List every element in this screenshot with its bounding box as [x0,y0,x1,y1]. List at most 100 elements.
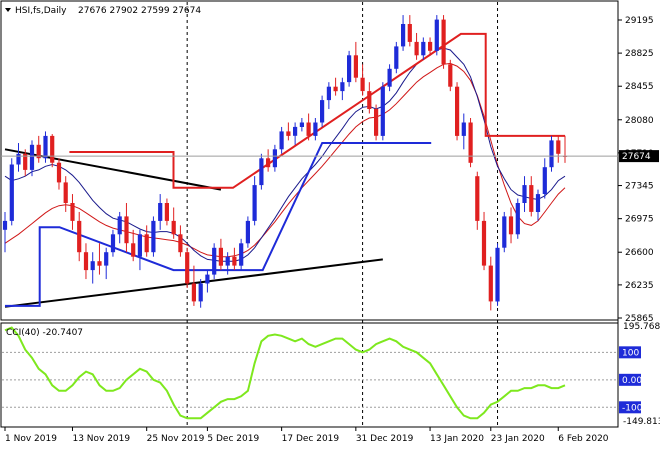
candle-body [475,176,480,221]
candle-body [218,247,223,266]
candle-body [2,220,8,230]
candle-body [306,122,311,136]
cci-panel[interactable] [0,322,619,428]
candle-body [320,100,325,123]
candle-body [428,41,433,51]
price-axis-ticks: 2919528825284552808027710273452697526600… [618,16,654,324]
cci-level-badge [619,401,641,414]
price-tick-label: 26975 [625,215,654,225]
price-tick-label: 25865 [625,314,654,324]
candle-body [259,158,264,186]
candle-body [461,122,466,136]
candle-body [481,220,487,266]
candle-body [137,234,142,257]
candle-body [131,243,136,257]
candle-body [198,283,203,302]
cci-line [4,326,566,420]
candle-body [502,216,507,248]
candle-body [508,216,514,235]
candle-body [542,167,547,194]
candle-body [151,220,156,253]
cci-level-badge [619,373,641,386]
collapse-triangle-icon[interactable] [5,8,11,12]
cci-label: CCI(40) -20.7407 [6,328,83,338]
fast-moving-average-line [4,47,566,262]
candle-body [205,274,210,284]
price-tick-label: 28080 [625,116,654,126]
session-separators [186,2,499,426]
candle-body [488,265,493,302]
candle-body [63,182,68,203]
price-tick-label: 26600 [625,248,654,258]
candle-body [29,144,35,170]
cci-tick-label: 100 [622,348,639,358]
date-tick-label: 13 Nov 2019 [72,434,130,444]
candle-body [535,194,541,212]
date-tick-label: 23 Jan 2020 [491,434,545,444]
candle-body [36,144,41,159]
candle-body [434,19,439,51]
candle-body [529,185,534,212]
price-tick-label: 28455 [625,82,654,92]
candle-body [272,149,277,168]
candle-body [56,162,62,183]
candle-body [448,64,453,87]
candle-body [9,164,14,221]
candle-body [77,220,82,253]
candlesticks [2,15,568,311]
candle-body [333,86,338,92]
candle-body [414,41,419,56]
current-price-box [619,150,659,163]
date-axis-ticks: 1 Nov 2019 13 Nov 2019 25 Nov 2019 5 Dec 20… [4,427,609,444]
candle-body [124,216,129,244]
candle-body [245,220,250,244]
candle-body [191,283,196,302]
candle-body [299,122,304,127]
candle-body [90,261,95,271]
date-tick-label: 13 Jan 2020 [430,434,484,444]
candle-body [313,122,318,136]
date-tick-label: 6 Feb 2020 [558,434,609,444]
cci-tick-label: 0.00 [622,376,642,386]
candle-body [353,55,358,78]
candle-body [367,91,372,109]
price-panel[interactable] [0,0,619,321]
candle-body [495,247,500,302]
candle-body [70,203,75,221]
candle-body [468,122,473,163]
candle-body [549,140,554,168]
cci-axis-ticks: 195.7682 100 0.00 -100 -149.813 [619,322,660,427]
cci-levels [2,351,617,408]
symbol-label: HSI,fs,Daily [15,6,67,16]
candle-body [407,24,412,42]
candle-body [266,158,271,168]
candle-body [455,86,460,136]
candle-body [104,252,109,266]
ohlc-label: 27676 27902 27599 27674 [78,6,201,16]
candle-body [232,256,237,266]
candle-body [380,86,385,136]
cci-tick-label: 195.7682 [623,322,660,332]
candle-body [171,220,176,235]
candle-body [515,203,520,235]
candle-body [374,109,379,136]
candle-body [158,203,163,221]
candle-body [50,135,55,163]
candle-body [394,46,399,69]
candle-body [326,86,331,101]
cci-tick-label: -100 [622,403,643,413]
cci-tick-label: -149.813 [623,417,660,427]
price-tick-label: 27345 [625,182,654,192]
candle-body [239,243,244,266]
candle-body [421,41,426,56]
candle-body [16,153,21,165]
candle-body [252,185,257,221]
resistance-step-line [69,32,565,189]
candle-body [340,82,345,92]
price-tick-label: 29195 [625,16,654,26]
candle-body [522,185,527,203]
candle-body [441,19,446,65]
candle-body [347,55,352,83]
date-tick-label: 25 Nov 2019 [147,434,205,444]
